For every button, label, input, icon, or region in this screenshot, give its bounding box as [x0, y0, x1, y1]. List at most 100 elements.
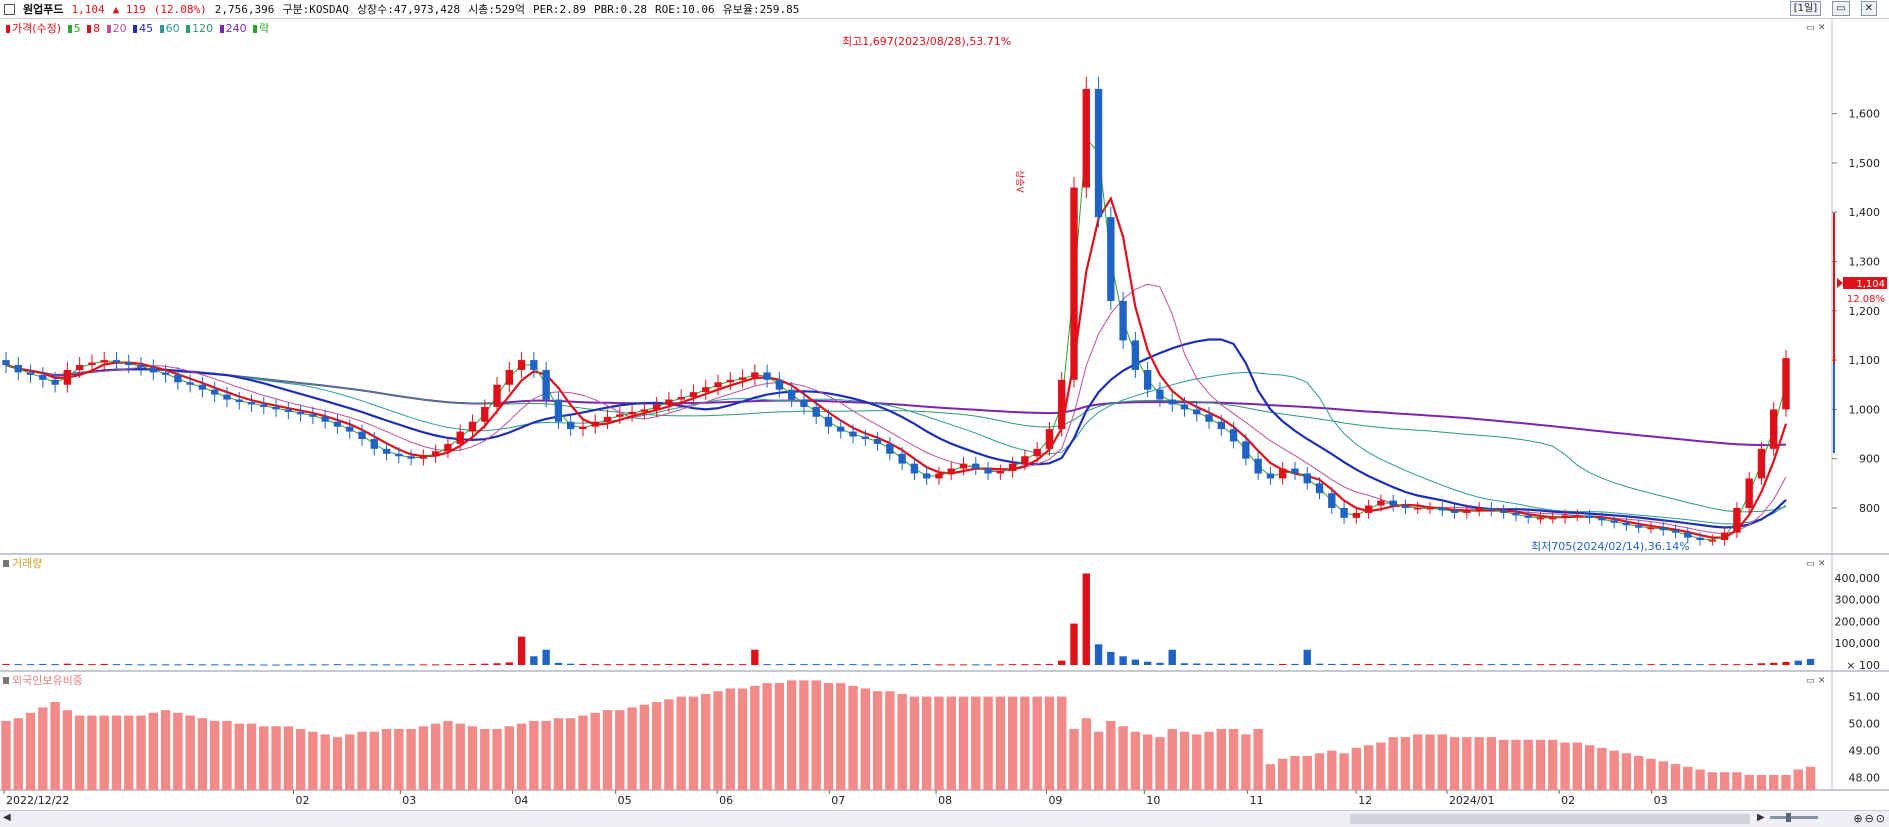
ma45-line — [5, 338, 1787, 529]
listed-shares: 상장수:47,973,428 — [356, 3, 461, 16]
foreign-bar — [860, 688, 870, 790]
scroll-left-icon[interactable]: ◀ — [3, 812, 11, 823]
foreign-panel-max-icon[interactable]: ▭ — [1806, 676, 1815, 686]
volume-bar — [1426, 664, 1434, 666]
foreign-bar — [1474, 737, 1484, 790]
foreign-panel-close-icon[interactable]: ✕ — [1818, 676, 1826, 686]
volume-bar — [1573, 664, 1581, 666]
legend-drop[interactable]: 락 — [253, 22, 269, 35]
candle-body — [1549, 517, 1557, 520]
zoom-slider-knob[interactable] — [1786, 813, 1791, 822]
volume-bar — [714, 663, 722, 665]
candle-body — [1757, 448, 1766, 479]
candle-body — [1082, 88, 1090, 188]
price-panel-close-icon[interactable]: ✕ — [1818, 23, 1826, 33]
volume-panel-icon[interactable] — [3, 560, 9, 567]
volume-bar — [1193, 663, 1201, 665]
price-panel-max-icon[interactable]: ▭ — [1806, 23, 1815, 33]
candle-body — [309, 414, 317, 417]
candle-body — [1499, 510, 1508, 513]
candle-body — [1168, 399, 1176, 405]
foreign-bar — [1032, 696, 1042, 790]
foreign-bar — [62, 710, 73, 790]
candle-body — [296, 411, 305, 415]
foreign-tick-label: 51.00 — [1849, 691, 1881, 704]
volume-bar — [63, 663, 72, 665]
volume-bar — [235, 664, 243, 666]
volume-bar — [824, 664, 833, 666]
volume-bar — [1647, 664, 1655, 666]
volume-bar — [1021, 664, 1029, 666]
foreign-bar — [1253, 729, 1263, 790]
candle-body — [75, 365, 84, 370]
volume-bar — [468, 663, 477, 665]
candle-body — [1720, 532, 1729, 541]
volume-bar — [395, 664, 403, 666]
foreign-bar — [1646, 758, 1656, 790]
volume-panel-max-icon[interactable]: ▭ — [1806, 559, 1815, 569]
volume-bar — [1549, 664, 1557, 666]
volume-bar — [39, 663, 47, 665]
volume-bar — [198, 664, 207, 666]
volume-bar — [554, 662, 563, 665]
legend-ma5[interactable]: 5 — [67, 22, 81, 35]
candle-body — [800, 399, 808, 407]
candle-body — [616, 414, 624, 417]
volume-bar — [873, 664, 882, 666]
stock-chart[interactable]: 1,6001,5001,4001,3001,2001,1001,00090080… — [0, 18, 1889, 810]
zoom-reset-icon[interactable]: ⊙ — [1875, 812, 1885, 825]
volume-bar — [1168, 649, 1176, 665]
volume-bar — [444, 664, 452, 666]
zoom-slider-track[interactable] — [1770, 816, 1818, 819]
reserve-ratio: 유보율:259.85 — [722, 3, 800, 16]
zoom-in-icon[interactable]: ⊕ — [1853, 812, 1863, 825]
period-selector[interactable]: [1일] — [1789, 1, 1822, 16]
date-tick-label: 04 — [514, 794, 528, 807]
volume-bar — [812, 664, 820, 666]
legend-ma120[interactable]: 120 — [186, 22, 213, 35]
volume-bar — [1340, 663, 1348, 665]
volume-bar — [456, 664, 464, 666]
stock-header-bar: 원업푸드 1,104 ▲ 119 (12.08%) 2,756,396 구분:K… — [0, 0, 1889, 19]
legend-ma240[interactable]: 240 — [219, 22, 247, 35]
legend-price[interactable]: 가격(수정) — [6, 22, 61, 35]
close-icon[interactable]: ✕ — [1860, 1, 1877, 16]
candle-body — [333, 421, 342, 427]
scroll-right-icon[interactable]: ▶ — [1757, 812, 1765, 823]
foreign-panel-icon[interactable] — [3, 677, 9, 684]
volume-bar — [910, 664, 919, 666]
legend-ma20[interactable]: 20 — [106, 22, 127, 35]
legend-ma45[interactable]: 45 — [133, 22, 153, 35]
restore-icon[interactable]: ▭ — [1832, 1, 1850, 16]
foreign-bar — [1093, 731, 1104, 790]
scroll-thumb[interactable] — [1350, 814, 1750, 824]
foreign-bar — [74, 715, 85, 790]
volume-bar — [1045, 663, 1054, 665]
select-checkbox[interactable] — [4, 3, 15, 15]
legend-ma60[interactable]: 60 — [159, 22, 180, 35]
candle-body — [161, 372, 170, 375]
volume-panel-close-icon[interactable]: ✕ — [1818, 559, 1826, 569]
volume-bar — [75, 663, 84, 665]
foreign-bar — [1634, 756, 1644, 790]
foreign-bar — [283, 726, 294, 790]
candle-body — [1266, 473, 1275, 479]
foreign-bar — [553, 718, 564, 790]
zoom-out-icon[interactable]: ⊖ — [1864, 812, 1874, 825]
legend-ma8[interactable]: 8 — [87, 22, 100, 35]
candle-body — [824, 416, 833, 427]
candle-body — [481, 406, 489, 422]
foreign-bar — [1351, 747, 1362, 790]
foreign-bar — [1142, 734, 1153, 790]
candle-body — [1463, 510, 1471, 513]
candle-body — [2, 360, 10, 366]
volume-bar — [1536, 664, 1545, 666]
candle-body — [1733, 508, 1741, 533]
foreign-bar — [1376, 742, 1386, 790]
horizontal-scrollbar[interactable]: ◀ ▶ ⊕ ⊖ ⊙ — [0, 810, 1889, 827]
foreign-bar — [897, 693, 907, 790]
stock-name: 원업푸드 — [23, 3, 64, 16]
candle-body — [1438, 508, 1446, 511]
volume-bar — [665, 663, 673, 665]
candle-body — [972, 463, 980, 469]
